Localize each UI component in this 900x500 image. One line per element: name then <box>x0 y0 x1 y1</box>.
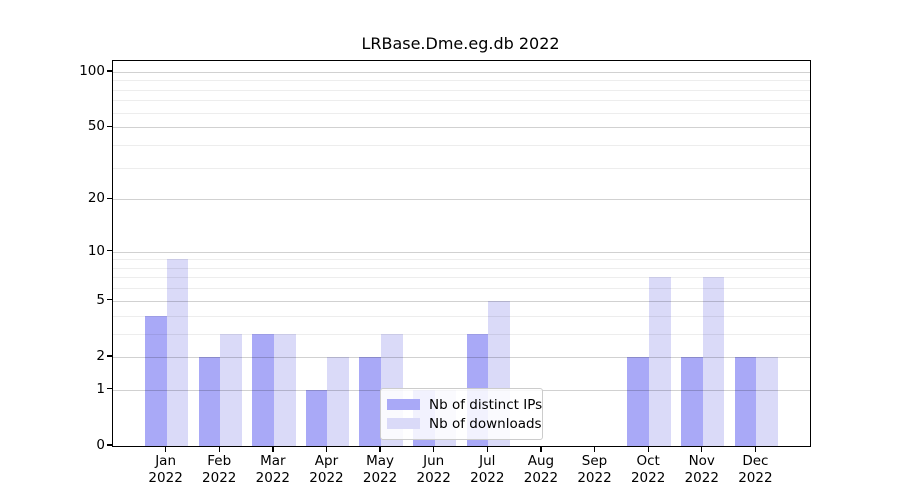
x-tick-mark <box>433 446 435 452</box>
chart-title: LRBase.Dme.eg.db 2022 <box>361 34 560 53</box>
y-tick-mark <box>107 388 112 390</box>
x-tick-label-sep: Sep 2022 <box>577 453 612 486</box>
y-tick-mark <box>107 444 112 446</box>
x-tick-label-aug: Aug 2022 <box>523 453 559 486</box>
y-tick-mark <box>107 197 112 199</box>
minor-gridline <box>113 80 810 82</box>
x-tick-mark <box>593 446 596 452</box>
minor-gridline <box>113 112 810 114</box>
bar-distinct-ips-may <box>359 356 382 446</box>
x-tick-label-apr: Apr 2022 <box>309 453 344 486</box>
legend-item-distinct-ips: Nb of distinct IPs <box>387 395 542 414</box>
x-tick-label-oct: Oct 2022 <box>630 453 666 486</box>
x-tick-mark <box>325 446 328 452</box>
minor-gridline <box>113 100 810 102</box>
minor-gridline <box>113 167 810 169</box>
y-tick-label: 10 <box>87 242 105 259</box>
bar-downloads-feb <box>220 333 242 446</box>
bar-downloads-oct <box>649 277 671 446</box>
minor-gridline <box>113 89 810 91</box>
y-tick-label: 0 <box>96 437 105 453</box>
major-gridline <box>113 127 810 129</box>
major-gridline <box>113 251 810 253</box>
y-tick-label: 20 <box>87 190 105 207</box>
y-tick-label: 100 <box>79 62 105 79</box>
bar-distinct-ips-oct <box>627 356 650 446</box>
minor-gridline <box>113 259 810 261</box>
bar-distinct-ips-mar <box>252 333 274 446</box>
bar-downloads-mar <box>273 333 296 446</box>
legend-label-distinct-ips: Nb of distinct IPs <box>429 396 543 413</box>
grid-layer <box>113 61 810 446</box>
major-gridline <box>113 356 810 358</box>
bar-distinct-ips-nov <box>681 356 703 446</box>
bar-distinct-ips-feb <box>198 356 221 446</box>
minor-gridline <box>113 267 810 269</box>
plot-area <box>112 60 811 447</box>
minor-gridline <box>113 277 810 279</box>
bar-downloads-dec <box>756 356 779 446</box>
legend-swatch-downloads-icon <box>387 418 420 429</box>
x-tick-label-jul: Jul 2022 <box>470 453 505 486</box>
x-tick-label-jun: Jun 2022 <box>416 453 451 486</box>
x-tick-mark <box>379 446 381 452</box>
bar-downloads-apr <box>327 356 350 446</box>
x-tick-mark <box>701 446 703 452</box>
x-tick-label-jan: Jan 2022 <box>148 453 183 486</box>
legend-label-downloads: Nb of downloads <box>429 415 542 432</box>
minor-gridline <box>113 333 810 335</box>
x-tick-mark <box>540 446 542 452</box>
minor-gridline <box>113 288 810 290</box>
x-tick-mark <box>754 446 757 452</box>
y-tick-mark <box>107 249 112 252</box>
y-tick-mark <box>107 355 112 357</box>
bar-downloads-nov <box>702 277 725 446</box>
y-tick-mark <box>107 70 112 72</box>
bar-distinct-ips-apr <box>305 389 328 446</box>
minor-gridline <box>113 144 810 146</box>
legend-item-downloads: Nb of downloads <box>387 414 542 433</box>
legend: Nb of distinct IPs Nb of downloads <box>380 388 543 440</box>
major-gridline <box>113 199 810 201</box>
y-tick-label: 5 <box>96 291 105 308</box>
legend-swatch-distinct-ips-icon <box>387 399 420 410</box>
y-tick-mark <box>107 299 112 301</box>
major-gridline <box>113 71 810 73</box>
x-tick-label-dec: Dec 2022 <box>738 453 773 486</box>
y-tick-mark <box>107 125 112 127</box>
bar-distinct-ips-jan <box>144 315 167 446</box>
x-tick-label-may: May 2022 <box>362 453 398 486</box>
minor-gridline <box>113 315 810 317</box>
major-gridline <box>113 300 810 302</box>
x-tick-mark <box>218 446 220 452</box>
y-tick-label: 50 <box>87 118 105 135</box>
x-tick-label-mar: Mar 2022 <box>255 453 291 486</box>
x-tick-label-nov: Nov 2022 <box>684 453 719 486</box>
bar-distinct-ips-dec <box>734 356 757 446</box>
bar-downloads-jan <box>166 259 189 446</box>
x-tick-mark <box>647 446 649 452</box>
x-tick-mark <box>165 446 167 452</box>
y-tick-label: 2 <box>96 347 105 364</box>
x-tick-mark <box>486 446 488 452</box>
x-tick-mark <box>272 446 274 452</box>
y-tick-label: 1 <box>96 380 105 397</box>
x-tick-label-feb: Feb 2022 <box>202 453 237 486</box>
